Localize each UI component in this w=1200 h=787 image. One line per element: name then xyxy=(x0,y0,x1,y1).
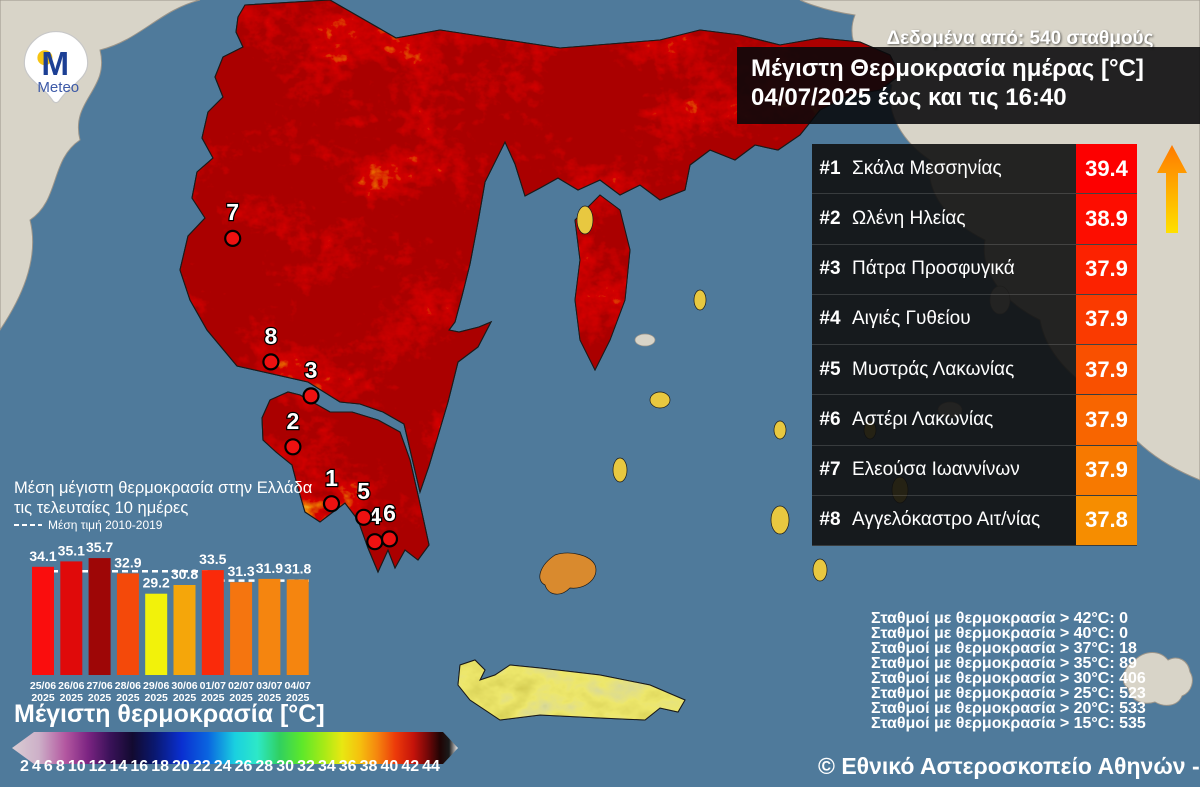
svg-text:35.7: 35.7 xyxy=(86,539,113,555)
svg-text:5: 5 xyxy=(357,478,370,504)
svg-text:29/06: 29/06 xyxy=(143,680,169,692)
svg-text:8: 8 xyxy=(265,323,278,349)
svg-text:03/07: 03/07 xyxy=(256,680,282,692)
svg-text:27/06: 27/06 xyxy=(86,680,112,692)
svg-text:31.9: 31.9 xyxy=(256,560,283,576)
svg-text:29.2: 29.2 xyxy=(143,575,170,591)
svg-text:33.5: 33.5 xyxy=(199,551,226,567)
svg-text:25/06: 25/06 xyxy=(30,680,56,692)
svg-text:7: 7 xyxy=(226,199,239,225)
svg-text:30.8: 30.8 xyxy=(171,566,198,582)
svg-text:M: M xyxy=(41,46,69,83)
svg-text:04/07: 04/07 xyxy=(285,680,311,692)
svg-text:3: 3 xyxy=(305,357,318,383)
svg-text:Meteo: Meteo xyxy=(37,79,79,96)
svg-text:6: 6 xyxy=(383,500,396,526)
svg-text:35.1: 35.1 xyxy=(58,542,85,558)
svg-text:01/07: 01/07 xyxy=(200,680,226,692)
svg-text:31.3: 31.3 xyxy=(227,563,254,579)
svg-text:02/07: 02/07 xyxy=(228,680,254,692)
svg-text:34.1: 34.1 xyxy=(29,548,56,564)
svg-text:26/06: 26/06 xyxy=(58,680,84,692)
svg-text:32.9: 32.9 xyxy=(114,554,141,570)
svg-text:31.8: 31.8 xyxy=(284,561,311,577)
svg-text:2: 2 xyxy=(287,408,300,434)
svg-text:30/06: 30/06 xyxy=(171,680,197,692)
svg-text:28/06: 28/06 xyxy=(115,680,141,692)
